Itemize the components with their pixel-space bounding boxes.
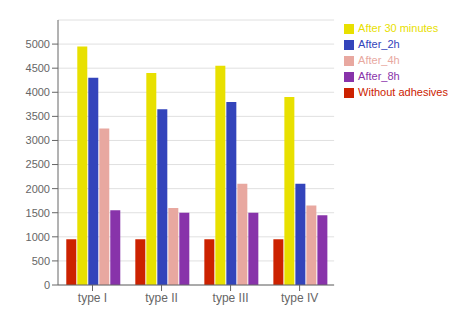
svg-text:0: 0 (44, 279, 50, 291)
html-text:After_8h: After_8h (358, 70, 400, 82)
html-text:After_4h: After_4h (358, 54, 400, 66)
svg-text:5000: 5000 (26, 38, 50, 50)
svg-text:type IV: type IV (281, 291, 318, 305)
svg-text:type I: type I (78, 291, 107, 305)
svg-text:4000: 4000 (26, 86, 50, 98)
svg-text:type II: type II (145, 291, 178, 305)
svg-text:4500: 4500 (26, 62, 50, 74)
svg-text:500: 500 (32, 255, 50, 267)
svg-text:3000: 3000 (26, 134, 50, 146)
svg-text:2000: 2000 (26, 183, 50, 195)
html-text:After_2h: After_2h (358, 38, 400, 50)
html-text:After 30 minutes: After 30 minutes (358, 22, 439, 34)
svg-text:1000: 1000 (26, 231, 50, 243)
svg-text:1500: 1500 (26, 207, 50, 219)
svg-text:3500: 3500 (26, 110, 50, 122)
svg-text:2500: 2500 (26, 158, 50, 170)
html-text:Without adhesives: Without adhesives (358, 86, 448, 98)
svg-text:type III: type III (213, 291, 249, 305)
